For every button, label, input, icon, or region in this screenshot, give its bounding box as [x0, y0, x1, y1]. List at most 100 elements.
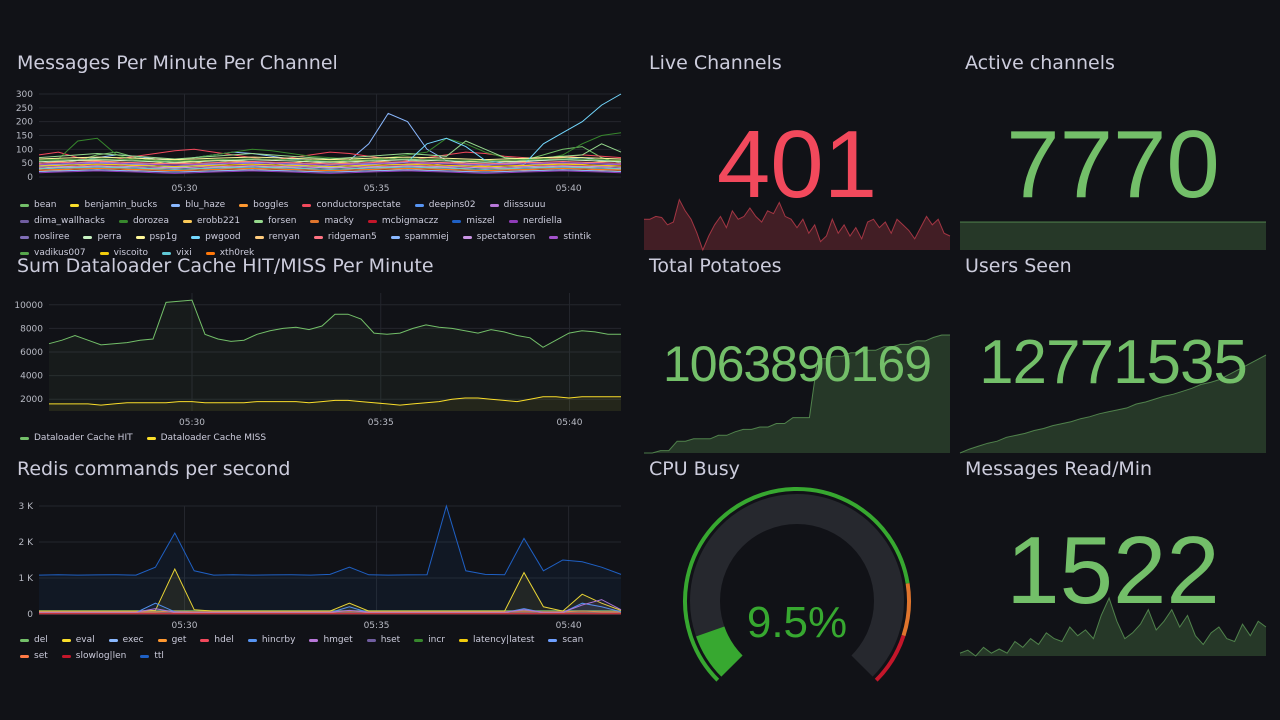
- legend-item-miszel[interactable]: miszel: [452, 216, 495, 226]
- series-line-nerdiella[interactable]: [38, 170, 622, 174]
- legend-item-ttl[interactable]: ttl: [140, 651, 164, 661]
- legend-item-hset[interactable]: hset: [366, 635, 400, 645]
- series-line-spectatorsen[interactable]: [38, 165, 622, 169]
- series-line-stintik[interactable]: [38, 162, 622, 166]
- legend-item-macky[interactable]: macky: [310, 216, 354, 226]
- legend-swatch: [99, 251, 109, 255]
- legend-item-incr[interactable]: incr: [414, 635, 445, 645]
- series-line-ridgeman5[interactable]: [38, 160, 622, 165]
- series-line-boggles[interactable]: [38, 163, 622, 172]
- legend-item-conductorspectate[interactable]: conductorspectate: [302, 200, 401, 210]
- messages-chart[interactable]: 300 250 200 150 100 50 0 05:30 05:35 05:40: [16, 88, 627, 228]
- legend-item-mcbigmaczz[interactable]: mcbigmaczz: [367, 216, 439, 226]
- series-line-eval[interactable]: [39, 567, 622, 612]
- legend-item-viscoito[interactable]: viscoito: [99, 248, 149, 258]
- series-line-dataloader-cache-hit[interactable]: [48, 299, 621, 348]
- legend-item-diisssuuu[interactable]: diisssuuu: [489, 200, 546, 210]
- legend-label: get: [171, 635, 187, 645]
- legend-item-get[interactable]: get: [157, 635, 187, 645]
- users-seen-title[interactable]: Users Seen: [965, 255, 1072, 277]
- series-line-dataloader-cache-miss[interactable]: [49, 396, 621, 406]
- y-tick-label: 10000: [14, 301, 43, 311]
- legend-item-dataloader-cache-hit[interactable]: Dataloader Cache HIT: [20, 433, 133, 443]
- messages-panel: Messages Per Minute Per Channel 300 250 20…: [16, 52, 627, 258]
- legend-item-deepins02[interactable]: deepins02: [414, 200, 476, 210]
- series-line-blu-haze[interactable]: [38, 112, 622, 166]
- series-line-vixi[interactable]: [38, 166, 622, 170]
- active-channels-title[interactable]: Active channels: [965, 52, 1115, 74]
- legend-label: eval: [75, 635, 95, 645]
- legend-swatch: [20, 638, 29, 642]
- legend-item-renyan[interactable]: renyan: [254, 232, 300, 242]
- legend-item-set[interactable]: set: [20, 651, 48, 661]
- dataloader-chart[interactable]: 10000 8000 6000 4000 2000 05:30 05:35 05:40: [14, 289, 627, 439]
- legend-item-del[interactable]: del: [20, 635, 48, 645]
- legend-item-psp1g[interactable]: psp1g: [135, 232, 177, 242]
- legend-item-dorozea[interactable]: dorozea: [118, 216, 169, 226]
- x-tick-label: 05:30: [179, 418, 205, 428]
- legend-item-exec[interactable]: exec: [108, 635, 144, 645]
- legend-item-hdel[interactable]: hdel: [200, 635, 234, 645]
- legend-item-pwgood[interactable]: pwgood: [191, 232, 241, 242]
- dataloader-panel: Sum Dataloader Cache HIT/MISS Per Minute…: [14, 255, 627, 451]
- legend-item-benjamin-bucks[interactable]: benjamin_bucks: [70, 200, 157, 210]
- legend-item-xth0rek[interactable]: xth0rek: [205, 248, 254, 258]
- live-channels-title[interactable]: Live Channels: [649, 52, 782, 74]
- legend-item-blu-haze[interactable]: blu_haze: [171, 200, 225, 210]
- legend-item-ridgeman5[interactable]: ridgeman5: [313, 232, 377, 242]
- series-line-forsen[interactable]: [38, 140, 622, 160]
- dataloader-panel-title[interactable]: Sum Dataloader Cache HIT/MISS Per Minute: [17, 255, 434, 277]
- legend-label: viscoito: [113, 248, 149, 258]
- legend-item-bean[interactable]: bean: [20, 200, 56, 210]
- legend-item-boggles[interactable]: boggles: [239, 200, 288, 210]
- legend-label: vadikus007: [34, 248, 86, 258]
- legend-item-vixi[interactable]: vixi: [162, 248, 192, 258]
- series-line-spammiej[interactable]: [38, 169, 622, 173]
- legend-item-forsen[interactable]: forsen: [254, 216, 296, 226]
- legend-item-perra[interactable]: perra: [83, 232, 122, 242]
- legend-item-dataloader-cache-miss[interactable]: Dataloader Cache MISS: [146, 433, 266, 443]
- legend-item-hincrby[interactable]: hincrby: [247, 635, 295, 645]
- legend-swatch: [462, 235, 472, 239]
- legend-item-erobb221[interactable]: erobb221: [182, 216, 240, 226]
- series-line-psp1g[interactable]: [38, 156, 622, 161]
- legend-swatch: [313, 235, 323, 239]
- redis-panel: Redis commands per second 3 K 2 K 1 K 0 05:3…: [17, 458, 627, 661]
- legend-label: slowlog|len: [75, 651, 127, 661]
- legend-item-slowlog-len[interactable]: slowlog|len: [61, 651, 127, 661]
- series-line-xth0rek[interactable]: [38, 167, 622, 172]
- legend-label: Dataloader Cache HIT: [34, 433, 133, 443]
- series-line-hmget[interactable]: [39, 599, 622, 613]
- legend-item-dima-wallhacks[interactable]: dima_wallhacks: [20, 216, 105, 226]
- legend-swatch: [171, 203, 181, 207]
- y-tick-label: 8000: [20, 324, 43, 334]
- legend-item-eval[interactable]: eval: [61, 635, 95, 645]
- series-line-ttl[interactable]: [38, 504, 622, 576]
- legend-swatch: [309, 638, 319, 642]
- active-channels-sparkline: [960, 221, 1266, 250]
- legend-swatch: [489, 203, 499, 207]
- legend-item-spectatorsen[interactable]: spectatorsen: [462, 232, 535, 242]
- legend-item-scan[interactable]: scan: [548, 635, 583, 645]
- messages-panel-title[interactable]: Messages Per Minute Per Channel: [17, 52, 338, 74]
- redis-chart[interactable]: 3 K 2 K 1 K 0 05:30 05:35 05:40: [17, 494, 627, 644]
- legend-item-hmget[interactable]: hmget: [309, 635, 353, 645]
- series-line-vadikus007[interactable]: [38, 158, 622, 162]
- legend-item-vadikus007[interactable]: vadikus007: [20, 248, 86, 258]
- series-line-viscoito[interactable]: [38, 163, 622, 168]
- y-tick-label: 3 K: [19, 502, 35, 512]
- legend-item-stintik[interactable]: stintik: [549, 232, 591, 242]
- legend-label: mcbigmaczz: [381, 216, 439, 226]
- series-line-perra[interactable]: [38, 159, 622, 163]
- redis-panel-title[interactable]: Redis commands per second: [17, 458, 291, 480]
- series-line-dorozea[interactable]: [38, 132, 622, 163]
- total-potatoes-title[interactable]: Total Potatoes: [649, 255, 782, 277]
- legend-item-nosliree[interactable]: nosliree: [20, 232, 69, 242]
- legend-item-spammiej[interactable]: spammiej: [390, 232, 449, 242]
- series-line-pwgood[interactable]: [38, 93, 622, 168]
- messages-read-title[interactable]: Messages Read/Min: [965, 458, 1153, 480]
- legend-item-latency-latest[interactable]: latency|latest: [459, 635, 534, 645]
- y-tick-label: 6000: [20, 348, 43, 358]
- legend-item-nerdiella[interactable]: nerdiella: [508, 216, 562, 226]
- cpu-busy-title[interactable]: CPU Busy: [649, 458, 740, 480]
